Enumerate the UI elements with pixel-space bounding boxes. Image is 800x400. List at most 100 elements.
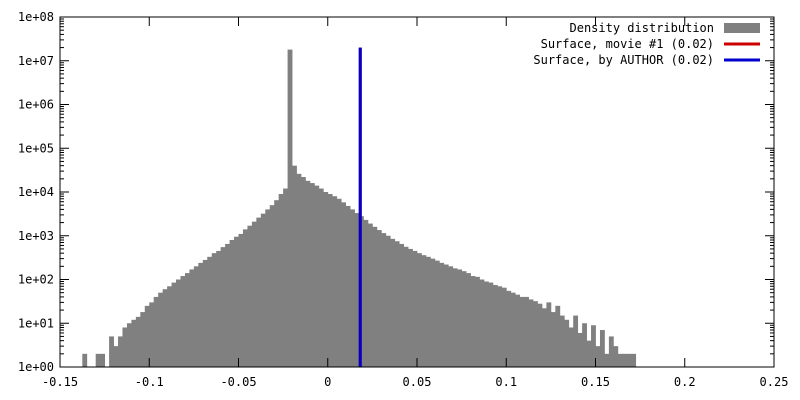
- y-tick-label: 1e+08: [18, 10, 54, 24]
- x-tick-label: -0.05: [220, 375, 256, 389]
- histogram-bar: [492, 284, 498, 367]
- y-tick-label: 1e+07: [18, 54, 54, 68]
- histogram-bar: [323, 192, 329, 367]
- legend-label: Surface, movie #1 (0.02): [541, 37, 714, 51]
- y-tick-label: 1e+00: [18, 360, 54, 374]
- histogram-bar: [100, 353, 106, 367]
- histogram-bar: [238, 233, 244, 367]
- histogram-bar: [483, 281, 489, 367]
- histogram-bar: [421, 255, 427, 367]
- histogram-bar: [408, 248, 413, 367]
- histogram-bar: [546, 302, 552, 367]
- histogram-bar: [336, 198, 342, 367]
- histogram-bar: [439, 262, 445, 367]
- histogram-bar: [403, 246, 409, 367]
- y-tick-label: 1e+05: [18, 141, 54, 155]
- histogram-bar: [613, 346, 619, 367]
- histogram-bar: [167, 286, 172, 367]
- histogram-bar: [171, 282, 177, 367]
- x-tick-label: 0.25: [760, 375, 789, 389]
- histogram-bar: [144, 305, 150, 367]
- histogram-bar: [216, 250, 222, 367]
- histogram-bar: [626, 353, 632, 367]
- histogram-bar: [113, 346, 119, 367]
- histogram-bar: [559, 315, 565, 367]
- histogram-bar: [278, 194, 284, 367]
- histogram-bar: [367, 223, 373, 367]
- histogram-bar: [296, 173, 302, 367]
- histogram-bar: [452, 268, 458, 367]
- histogram-bar: [412, 250, 418, 367]
- histogram-bar: [390, 238, 396, 367]
- histogram-bar: [309, 183, 315, 367]
- histogram-bar: [256, 217, 262, 367]
- histogram-bar: [82, 353, 88, 367]
- histogram-bars: [82, 49, 637, 367]
- histogram-bar: [176, 279, 181, 367]
- histogram-bar: [555, 305, 561, 367]
- y-axis-ticks: 1e+00 1e+01 1e+02 1e+03 1e+04 1e+05 1e+06 1e+07…: [18, 10, 774, 374]
- legend: Density distribution Surface, movie #1 (0…: [533, 21, 760, 67]
- histogram-bar: [519, 296, 525, 367]
- histogram-bar: [229, 239, 235, 367]
- histogram-bar: [631, 353, 637, 367]
- histogram-bar: [381, 233, 387, 367]
- histogram-bar: [211, 253, 217, 367]
- histogram-bar: [501, 287, 507, 367]
- histogram-bar: [283, 188, 288, 367]
- histogram-bar: [399, 243, 405, 367]
- histogram-bar: [425, 256, 431, 367]
- histogram-bar: [95, 353, 101, 367]
- histogram-bar: [533, 301, 538, 367]
- histogram-bar: [394, 241, 400, 367]
- histogram-bar: [385, 235, 391, 367]
- histogram-bar: [568, 327, 574, 367]
- histogram-bar: [220, 247, 226, 367]
- x-tick-label: 0.15: [581, 375, 610, 389]
- histogram-bar: [265, 209, 271, 367]
- histogram-bar: [497, 286, 503, 367]
- histogram-bar: [234, 236, 239, 367]
- histogram-bar: [510, 292, 516, 367]
- histogram-bar: [314, 185, 320, 367]
- y-tick-label: 1e+06: [18, 98, 54, 112]
- histogram-bar: [461, 271, 467, 367]
- histogram-bar: [109, 336, 114, 367]
- histogram-bar: [617, 353, 623, 367]
- histogram-bar: [354, 213, 360, 367]
- y-tick-label: 1e+02: [18, 273, 54, 287]
- histogram-bar: [274, 200, 280, 367]
- histogram-bar: [604, 353, 610, 367]
- histogram-bar: [488, 282, 494, 367]
- histogram-bar: [202, 259, 208, 367]
- histogram-bar: [573, 315, 579, 367]
- histogram-bar: [537, 303, 543, 367]
- histogram-bar: [318, 188, 324, 367]
- x-tick-label: 0: [324, 375, 331, 389]
- histogram-bar: [287, 49, 293, 367]
- histogram-bar: [251, 221, 257, 367]
- histogram-bar: [189, 269, 195, 367]
- histogram-bar: [582, 323, 587, 367]
- x-tick-label: 0.05: [403, 375, 432, 389]
- x-tick-label: -0.15: [42, 375, 78, 389]
- legend-label: Density distribution: [570, 21, 715, 35]
- histogram-bar: [564, 319, 570, 367]
- histogram-bar: [122, 327, 128, 367]
- histogram-bar: [448, 266, 454, 367]
- histogram-bar: [180, 276, 186, 367]
- y-tick-label: 1e+01: [18, 316, 54, 330]
- x-tick-label: 0.2: [674, 375, 696, 389]
- histogram-bar: [466, 273, 471, 367]
- histogram-bar: [376, 230, 382, 367]
- histogram-bar: [515, 294, 521, 367]
- histogram-bar: [292, 165, 297, 367]
- y-tick-label: 1e+04: [18, 185, 54, 199]
- histogram-bar: [586, 340, 592, 367]
- histogram-bar: [140, 312, 146, 367]
- x-axis-ticks: -0.15 -0.1 -0.05 0 0.05 0.1 0.15 0.2 0.25: [42, 17, 789, 389]
- histogram-bar: [300, 177, 306, 367]
- histogram-bar: [524, 296, 529, 367]
- histogram-bar: [184, 273, 190, 367]
